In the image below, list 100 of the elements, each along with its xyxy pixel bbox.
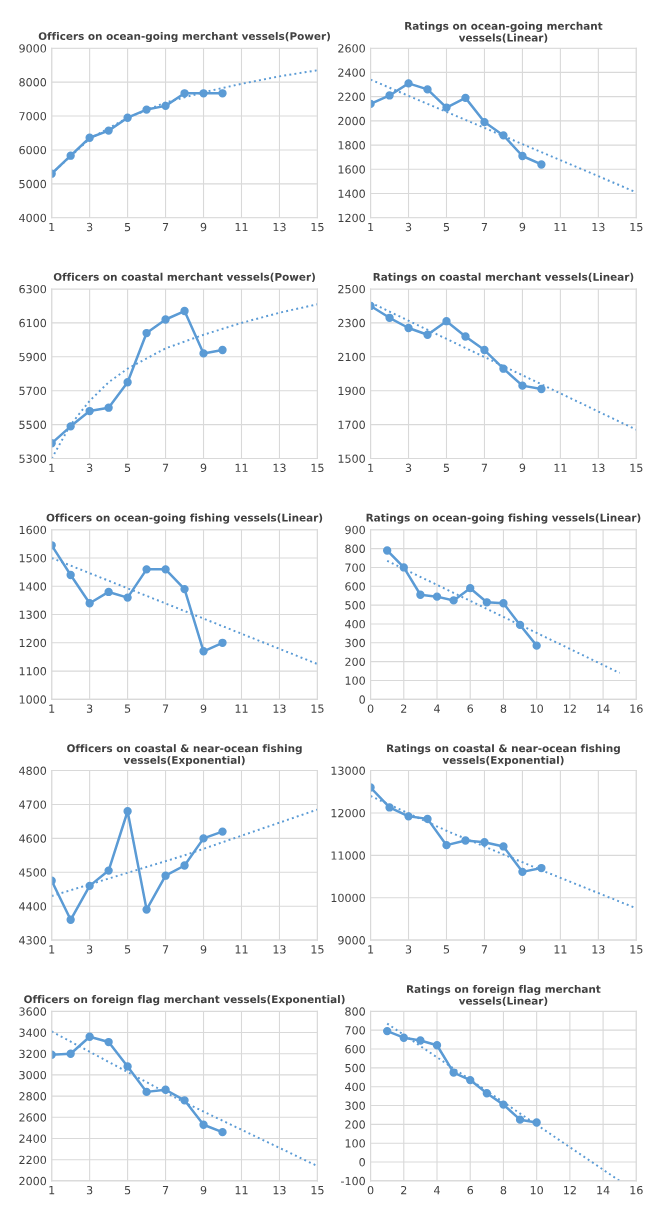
chart-title: Officers on ocean-going fishing vessels(Linear) bbox=[46, 513, 323, 524]
point bbox=[423, 330, 432, 339]
x-tick-label: 2 bbox=[401, 704, 407, 713]
x-tick-label: 3 bbox=[86, 222, 93, 232]
y-tick-label: 1400 bbox=[19, 582, 47, 591]
x-tick-label: 2 bbox=[401, 1185, 407, 1195]
x-tick-label: 11 bbox=[235, 222, 248, 232]
x-tick-label: 7 bbox=[481, 463, 488, 472]
point bbox=[85, 406, 94, 416]
x-tick-label: 12 bbox=[564, 704, 576, 713]
x-tick-label: 13 bbox=[592, 945, 605, 954]
point bbox=[218, 89, 227, 98]
point bbox=[480, 117, 489, 127]
point bbox=[161, 101, 170, 111]
point bbox=[404, 812, 413, 821]
point bbox=[142, 565, 151, 574]
x-tick-label: 3 bbox=[405, 222, 412, 232]
point bbox=[142, 328, 151, 338]
point bbox=[399, 1033, 408, 1042]
point bbox=[180, 584, 189, 594]
x-tick-label: 1 bbox=[49, 222, 55, 232]
y-tick-label: 1600 bbox=[338, 165, 365, 174]
point bbox=[161, 565, 170, 574]
chart-title: Ratings on ocean-going fishing vessels(Linear) bbox=[366, 513, 641, 524]
x-tick-label: 13 bbox=[273, 1185, 286, 1195]
y-tick-label: 13000 bbox=[331, 766, 365, 775]
point bbox=[199, 647, 208, 656]
x-tick-label: 15 bbox=[311, 1186, 324, 1195]
x-tick-label: 9 bbox=[200, 1185, 207, 1195]
y-tick-label: 1500 bbox=[19, 554, 47, 563]
y-tick-label: 12000 bbox=[331, 808, 365, 818]
x-tick-label: 9 bbox=[519, 463, 526, 473]
x-tick-label: 1 bbox=[49, 1186, 55, 1195]
x-tick-label: 15 bbox=[311, 222, 324, 232]
point bbox=[499, 599, 508, 608]
x-tick-label: 9 bbox=[200, 945, 207, 954]
point bbox=[104, 126, 113, 135]
point bbox=[499, 364, 508, 373]
point bbox=[432, 1041, 442, 1050]
point bbox=[537, 384, 546, 394]
x-tick-label: 14 bbox=[597, 1186, 610, 1195]
y-tick-label: 9000 bbox=[338, 936, 365, 945]
y-tick-label: 4400 bbox=[19, 902, 47, 911]
x-tick-label: 11 bbox=[235, 1186, 248, 1195]
point bbox=[180, 306, 189, 316]
point bbox=[423, 814, 432, 824]
y-tick-label: 2200 bbox=[19, 1155, 47, 1165]
point bbox=[218, 345, 227, 355]
x-tick-label: 4 bbox=[434, 704, 440, 713]
y-tick-label: 3600 bbox=[19, 1007, 47, 1016]
x-tick-label: 1 bbox=[368, 463, 374, 472]
chart-title: Officers on ocean-going merchant vessels(Power) bbox=[38, 31, 330, 43]
y-tick-label: 2000 bbox=[338, 116, 365, 126]
x-tick-label: 13 bbox=[273, 704, 286, 713]
chart-title: Ratings on coastal merchant vessels(Linear) bbox=[373, 272, 634, 283]
point bbox=[416, 590, 425, 599]
point bbox=[518, 151, 527, 161]
x-tick-label: 10 bbox=[530, 704, 543, 713]
y-tick-label: 3200 bbox=[19, 1049, 47, 1059]
chart-title: Officers on coastal merchant vessels(Power) bbox=[53, 272, 315, 283]
x-tick-label: 13 bbox=[592, 222, 605, 232]
x-tick-label: 7 bbox=[162, 222, 169, 232]
point bbox=[385, 313, 394, 322]
point bbox=[85, 1032, 94, 1041]
y-tick-label: 2500 bbox=[338, 284, 365, 294]
x-tick-label: 7 bbox=[481, 222, 488, 232]
x-tick-label: 9 bbox=[519, 222, 526, 232]
x-tick-label: 1 bbox=[368, 945, 374, 954]
y-tick-label: 1400 bbox=[338, 189, 365, 198]
x-tick-label: 1 bbox=[49, 463, 55, 472]
x-tick-label: 13 bbox=[273, 222, 286, 232]
y-tick-label: 4300 bbox=[19, 936, 47, 945]
point bbox=[442, 840, 451, 850]
point bbox=[532, 641, 541, 650]
x-tick-label: 5 bbox=[124, 945, 131, 954]
y-tick-label: 8000 bbox=[19, 78, 47, 87]
x-tick-label: 16 bbox=[630, 1185, 643, 1195]
y-tick-label: 5500 bbox=[19, 420, 47, 430]
y-tick-label: 800 bbox=[345, 1007, 365, 1016]
x-tick-label: 6 bbox=[467, 704, 474, 713]
y-tick-label: 100 bbox=[345, 676, 365, 685]
y-tick-label: 500 bbox=[345, 1063, 365, 1073]
y-tick-label: 9000 bbox=[19, 44, 47, 53]
point bbox=[404, 79, 413, 88]
point bbox=[442, 103, 451, 112]
point bbox=[218, 827, 227, 836]
point bbox=[499, 131, 508, 140]
point bbox=[123, 378, 132, 387]
x-tick-label: 0 bbox=[367, 1185, 374, 1195]
point bbox=[142, 1087, 151, 1097]
x-tick-label: 3 bbox=[86, 945, 93, 954]
point bbox=[180, 89, 189, 98]
x-tick-label: 16 bbox=[630, 704, 643, 713]
x-tick-label: 3 bbox=[86, 704, 93, 713]
point bbox=[161, 315, 170, 324]
y-tick-label: 2600 bbox=[19, 1113, 47, 1122]
x-tick-label: 11 bbox=[235, 704, 248, 713]
point bbox=[449, 596, 458, 605]
point bbox=[199, 1120, 208, 1129]
point bbox=[66, 570, 75, 580]
